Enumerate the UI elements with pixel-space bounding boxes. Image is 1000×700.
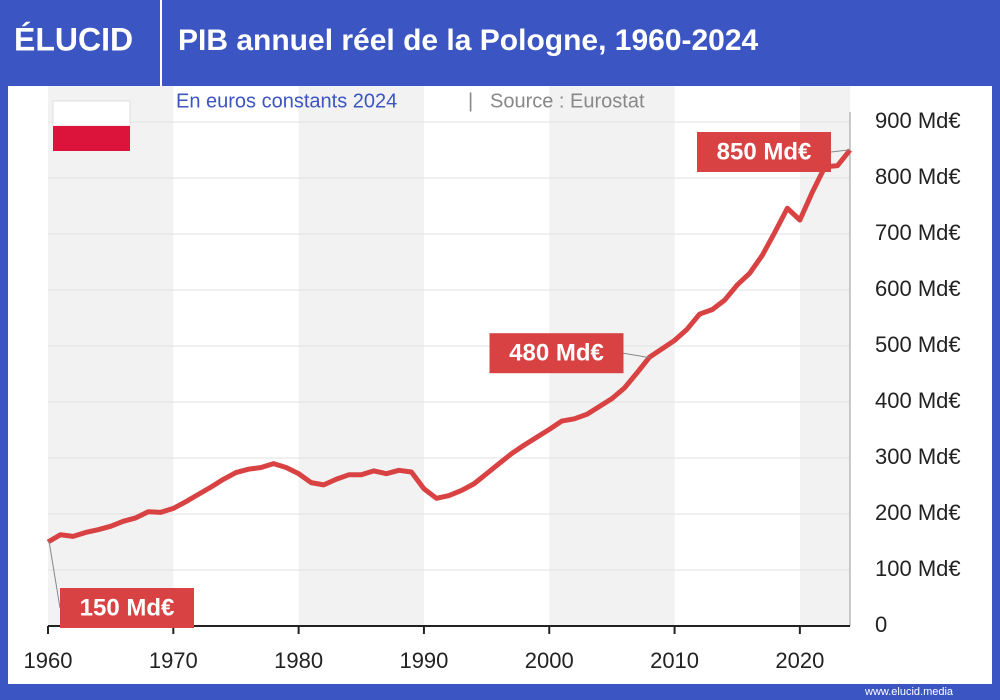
- x-tick-label: 2000: [525, 648, 574, 673]
- annotation-box: [697, 132, 831, 172]
- band: [799, 86, 850, 626]
- plot: 0 100 Md€ 200 Md€ 300 Md€ 400 Md€ 500 Md€ 600 …: [24, 86, 961, 673]
- chart-title: PIB annuel réel de la Pologne, 1960-2024: [178, 24, 759, 57]
- annotation-box: [489, 333, 624, 374]
- x-tick-label: 2010: [650, 648, 699, 673]
- band: [298, 86, 424, 626]
- source: Source : Eurostat: [490, 90, 645, 112]
- annotation-box: [60, 588, 194, 628]
- y-tick-label: 400 Md€: [875, 388, 961, 413]
- separator: |: [468, 90, 473, 112]
- flag: [52, 100, 131, 151]
- leader-line: [48, 541, 61, 609]
- y-tick-label: 0: [875, 612, 887, 637]
- leader-line: [623, 352, 650, 358]
- y-tick-label: 500 Md€: [875, 332, 961, 357]
- value-label: 850 Md€: [717, 138, 812, 165]
- leader-line: [830, 149, 850, 153]
- subtitle: En euros constants 2024: [176, 90, 397, 112]
- y-tick-label: 600 Md€: [875, 276, 961, 301]
- x-tick-label: 1960: [24, 648, 73, 673]
- x-tick-label: 1990: [399, 648, 448, 673]
- value-label: 480 Md€: [509, 340, 604, 367]
- x-tick-label: 1970: [149, 648, 198, 673]
- band: [48, 86, 174, 626]
- y-tick-label: 200 Md€: [875, 500, 961, 525]
- x-tick-label: 1980: [274, 648, 323, 673]
- y-tick-label: 100 Md€: [875, 556, 961, 581]
- y-tick-label: 900 Md€: [875, 108, 961, 133]
- flag-red: [53, 126, 130, 151]
- value-label: 150 Md€: [80, 594, 175, 621]
- x-tick-label: 2020: [775, 648, 824, 673]
- flag-white: [52, 100, 131, 127]
- logo: ÉLUCID: [14, 21, 133, 57]
- y-tick-label: 800 Md€: [875, 164, 961, 189]
- footer: www.elucid.media: [864, 686, 954, 698]
- y-tick-label: 300 Md€: [875, 444, 961, 469]
- y-tick-label: 700 Md€: [875, 220, 961, 245]
- line: [46, 148, 852, 545]
